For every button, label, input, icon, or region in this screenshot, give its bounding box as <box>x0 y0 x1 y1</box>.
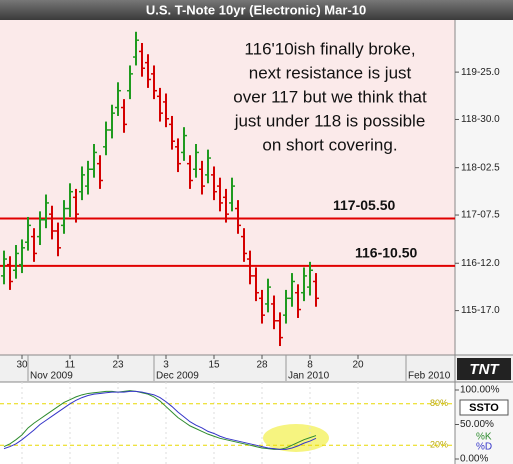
month-label: Jan 2010 <box>288 371 330 382</box>
x-tick-label: 28 <box>256 360 268 371</box>
y-tick-label: 50.00% <box>460 419 494 430</box>
x-tick-label: 20 <box>352 360 364 371</box>
logo: TNT <box>469 361 500 378</box>
x-tick-label: 30 <box>16 360 28 371</box>
y-tick-label: 117-07.5 <box>461 210 500 221</box>
y-tick-label: 115-17.0 <box>461 305 500 316</box>
y-tick-label: 0.00% <box>460 454 488 464</box>
y-tick-label: 118-02.5 <box>461 162 500 173</box>
indicator-line <box>3 390 317 450</box>
reference-label: 116-10.50 <box>355 245 417 261</box>
level-label: 80% <box>430 398 448 408</box>
logo-box <box>457 358 511 380</box>
x-tick-label: 3 <box>163 360 169 371</box>
annotation: over 117 but we think that <box>233 87 427 106</box>
y-tick-label: 100.00% <box>460 385 500 396</box>
annotation: just under 118 is possible <box>234 111 426 130</box>
highlight <box>263 424 329 452</box>
date-axis <box>0 355 513 382</box>
x-tick-label: 11 <box>65 360 76 371</box>
title-bar <box>0 0 513 20</box>
annotation: next resistance is just <box>249 63 412 82</box>
month-label: Nov 2009 <box>30 371 73 382</box>
y-tick-label: 116-12.0 <box>461 258 500 269</box>
level-label: 20% <box>430 440 448 450</box>
x-tick-label: 23 <box>112 360 124 371</box>
indicator-axis <box>455 382 513 464</box>
price-axis <box>455 20 513 355</box>
x-tick-label: 15 <box>208 360 220 371</box>
legend-label: %K <box>476 432 492 443</box>
month-label: Dec 2009 <box>156 371 199 382</box>
x-tick-label: 8 <box>307 360 313 371</box>
indicator-line <box>3 390 317 450</box>
annotation: on short covering. <box>262 135 397 154</box>
indicator-area <box>0 382 455 464</box>
legend-label: %D <box>476 442 492 453</box>
annotation: 116'10ish finally broke, <box>244 39 415 58</box>
chart-title: U.S. T-Note 10yr (Electronic) Mar-10 <box>146 2 366 17</box>
plot-area <box>0 20 455 355</box>
y-tick-label: 118-30.0 <box>461 114 500 125</box>
reference-label: 117-05.50 <box>333 197 395 213</box>
indicator-title: SSTO <box>469 402 499 414</box>
month-label: Feb 2010 <box>408 371 451 382</box>
y-tick-label: 119-25.0 <box>461 67 500 78</box>
indicator-box <box>459 399 509 416</box>
